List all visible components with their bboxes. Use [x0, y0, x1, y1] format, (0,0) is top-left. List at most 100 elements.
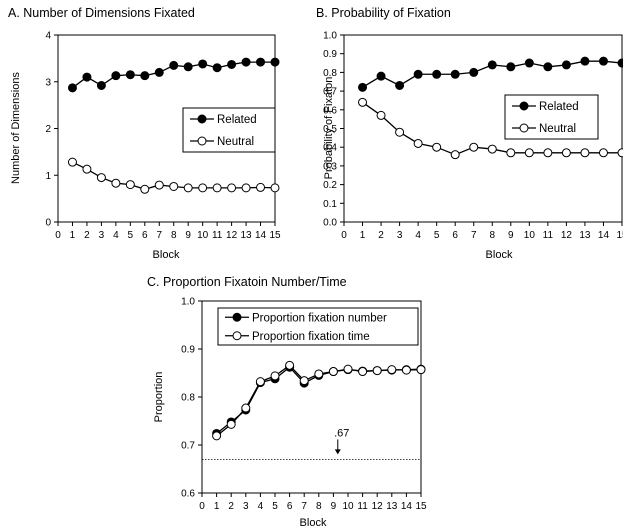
data-point	[183, 183, 193, 193]
data-point	[226, 419, 236, 429]
data-point	[255, 377, 265, 387]
data-point	[67, 83, 77, 93]
data-point	[270, 371, 280, 381]
legend-label: Related	[217, 114, 257, 126]
x-tick-label: 11	[357, 501, 368, 512]
x-tick-label: 9	[331, 501, 337, 512]
data-point	[524, 148, 534, 158]
data-point	[598, 148, 608, 158]
data-point	[358, 97, 368, 107]
x-tick-label: 7	[301, 501, 307, 512]
data-point	[450, 150, 460, 160]
legend-marker	[197, 136, 207, 146]
data-point	[212, 183, 222, 193]
y-tick-label: 0.6	[323, 105, 337, 116]
data-point	[395, 80, 405, 90]
data-point	[487, 144, 497, 154]
panel-b-ylabel: Probability of Fixaton	[323, 77, 335, 180]
data-point	[561, 148, 571, 158]
data-point	[198, 59, 208, 69]
annotation-arrow-head	[334, 449, 341, 455]
data-point	[561, 60, 571, 70]
panel-a-title: A. Number of Dimensions Fixated	[8, 6, 195, 20]
x-tick-label: 13	[386, 501, 398, 512]
data-point	[413, 69, 423, 79]
data-point	[169, 60, 179, 70]
data-point	[376, 71, 386, 81]
y-tick-label: 0.2	[323, 180, 337, 191]
y-tick-label: 0.6	[181, 489, 195, 500]
legend-marker	[232, 331, 242, 341]
data-point	[469, 142, 479, 152]
legend-box	[217, 307, 419, 346]
x-tick-label: 10	[197, 230, 209, 241]
x-tick-label: 10	[342, 501, 354, 512]
x-tick-label: 4	[415, 230, 421, 241]
data-point	[432, 69, 442, 79]
panel-c: C. Proportion Fixatoin Number/Time Propo…	[147, 275, 427, 529]
x-tick-label: 12	[561, 230, 573, 241]
panel-a-xlabel: Block	[153, 249, 180, 261]
x-tick-label: 0	[55, 230, 61, 241]
data-point	[111, 71, 121, 81]
x-tick-label: 1	[70, 230, 76, 241]
panel-a: A. Number of Dimensions Fixated Number o…	[8, 6, 281, 261]
data-point	[598, 56, 608, 66]
y-tick-label: 0.1	[323, 199, 337, 210]
panel-b-xlabel: Block	[486, 249, 513, 261]
data-point	[111, 178, 121, 188]
data-point	[183, 62, 193, 72]
x-tick-label: 3	[397, 230, 403, 241]
data-point	[506, 148, 516, 158]
data-point	[543, 62, 553, 72]
x-tick-label: 14	[598, 230, 610, 241]
x-tick-label: 6	[452, 230, 458, 241]
data-point	[82, 72, 92, 82]
data-point	[524, 58, 534, 68]
x-tick-label: 12	[372, 501, 384, 512]
data-point	[314, 369, 324, 379]
x-tick-label: 8	[316, 501, 322, 512]
panel-c-ylabel: Proportion	[153, 372, 165, 423]
data-point	[241, 57, 251, 67]
data-point	[617, 58, 623, 68]
x-tick-label: 2	[378, 230, 384, 241]
data-point	[580, 56, 590, 66]
data-point	[580, 148, 590, 158]
x-tick-label: 1	[360, 230, 366, 241]
data-point	[376, 110, 386, 120]
y-tick-label: 0.9	[181, 345, 195, 356]
panel-a-ylabel: Number of Dimensions	[10, 72, 22, 184]
panel-c-xlabel: Block	[300, 517, 327, 529]
y-tick-label: 0.4	[323, 143, 337, 154]
x-tick-label: 11	[212, 230, 223, 241]
data-point	[212, 63, 222, 73]
data-point	[140, 184, 150, 194]
data-point	[198, 183, 208, 193]
y-tick-label: 0.0	[323, 218, 337, 229]
data-point	[285, 360, 295, 370]
data-point	[154, 67, 164, 77]
data-point	[358, 367, 368, 377]
y-tick-label: 1.0	[323, 31, 337, 42]
data-point	[96, 173, 106, 183]
y-tick-label: 0	[45, 218, 51, 229]
data-point	[328, 367, 338, 377]
data-point	[299, 376, 309, 386]
data-point	[270, 183, 280, 193]
legend-label: Related	[539, 101, 579, 113]
x-tick-label: 8	[171, 230, 177, 241]
data-point	[241, 403, 251, 413]
legend-label: Proportion fixation number	[252, 312, 387, 324]
x-tick-label: 15	[415, 501, 427, 512]
x-tick-label: 13	[579, 230, 591, 241]
x-tick-label: 3	[243, 501, 249, 512]
data-point	[256, 182, 266, 192]
data-point	[432, 142, 442, 152]
legend-marker	[519, 101, 529, 111]
data-point	[469, 67, 479, 77]
legend-marker	[197, 114, 207, 124]
legend-box	[182, 107, 276, 153]
x-tick-label: 9	[185, 230, 191, 241]
y-tick-label: 0.8	[181, 393, 195, 404]
